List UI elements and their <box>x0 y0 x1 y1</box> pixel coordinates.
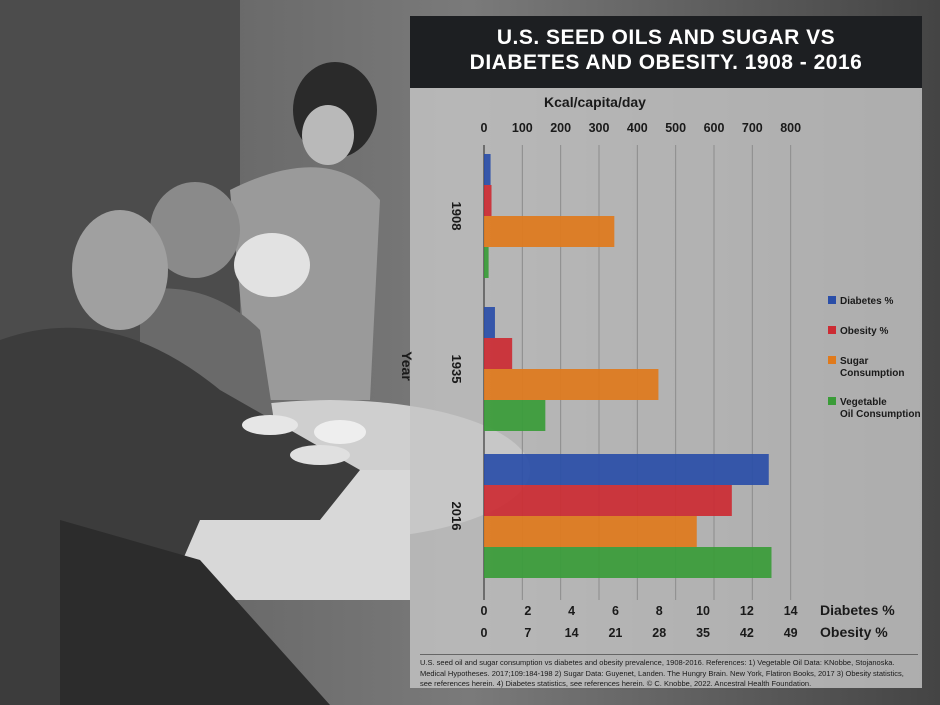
bar-1935-3 <box>484 400 546 431</box>
obesity-tick-label: 42 <box>740 626 754 640</box>
obesity-tick-label: 21 <box>608 626 622 640</box>
obesity-tick-label: 14 <box>565 626 579 640</box>
diabetes-tick-label: 12 <box>740 604 754 618</box>
diabetes-tick-label: 14 <box>784 604 798 618</box>
kcal-tick-label: 600 <box>704 121 725 135</box>
tick-labels: 0 100 200 300 400 500 600 700 800 0 2 4 6 8 10 12 14 0 7 14… <box>481 121 802 640</box>
kcal-tick-label: 0 <box>481 121 488 135</box>
bar-2016-2 <box>484 516 697 547</box>
bar-2016-1 <box>484 485 732 516</box>
diabetes-axis-title: Diabetes % <box>820 602 895 618</box>
bar-1908-3 <box>484 247 489 278</box>
diabetes-tick-label: 2 <box>524 604 531 618</box>
kcal-axis-title: Kcal/capita/day <box>544 94 646 110</box>
bar-1908-0 <box>484 154 491 185</box>
category-labels: 1908 1935 2016 <box>449 202 464 531</box>
category-label-1935: 1935 <box>449 355 464 384</box>
obesity-tick-label: 35 <box>696 626 710 640</box>
bottom-axis-names: Diabetes % Obesity % <box>820 602 895 640</box>
legend-swatch <box>828 296 836 304</box>
bar-1935-1 <box>484 338 513 369</box>
kcal-tick-label: 200 <box>550 121 571 135</box>
obesity-tick-label: 7 <box>524 626 531 640</box>
chart-title-line1: U.S. SEED OILS AND SUGAR VS <box>496 26 836 49</box>
chart-title-line2: DIABETES AND OBESITY. 1908 - 2016 <box>469 51 863 74</box>
obesity-axis-title: Obesity % <box>820 624 888 640</box>
diabetes-tick-label: 0 <box>481 604 488 618</box>
obesity-tick-label: 49 <box>784 626 798 640</box>
kcal-tick-label: 700 <box>742 121 763 135</box>
legend-swatch <box>828 356 836 364</box>
kcal-tick-label: 300 <box>589 121 610 135</box>
legend-swatch <box>828 397 836 405</box>
bar-2016-3 <box>484 547 772 578</box>
legend-label: Diabetes % <box>840 296 893 307</box>
bar-2016-0 <box>484 454 769 485</box>
bar-1935-0 <box>484 307 495 338</box>
kcal-tick-label: 500 <box>665 121 686 135</box>
bar-1935-2 <box>484 369 659 400</box>
footnote: U.S. seed oil and sugar consumption vs d… <box>420 654 918 690</box>
legend-label: Sugar Consumption <box>840 356 904 379</box>
bars <box>484 154 772 578</box>
obesity-tick-label: 0 <box>481 626 488 640</box>
legend-swatch <box>828 326 836 334</box>
category-label-1908: 1908 <box>449 202 464 231</box>
legend: Diabetes % Obesity % Sugar Consumption Veget… <box>828 296 921 420</box>
kcal-tick-label: 400 <box>627 121 648 135</box>
legend-label: Obesity % <box>840 326 888 337</box>
diabetes-tick-label: 8 <box>656 604 663 618</box>
kcal-tick-label: 800 <box>780 121 801 135</box>
obesity-tick-label: 28 <box>652 626 666 640</box>
bar-1908-1 <box>484 185 492 216</box>
diabetes-tick-label: 10 <box>696 604 710 618</box>
category-label-2016: 2016 <box>449 502 464 531</box>
title-bar <box>410 16 922 88</box>
diabetes-tick-label: 6 <box>612 604 619 618</box>
bar-1908-2 <box>484 216 615 247</box>
diabetes-tick-label: 4 <box>568 604 575 618</box>
kcal-tick-label: 100 <box>512 121 533 135</box>
legend-label: Vegetable Oil Consumption <box>840 397 921 420</box>
